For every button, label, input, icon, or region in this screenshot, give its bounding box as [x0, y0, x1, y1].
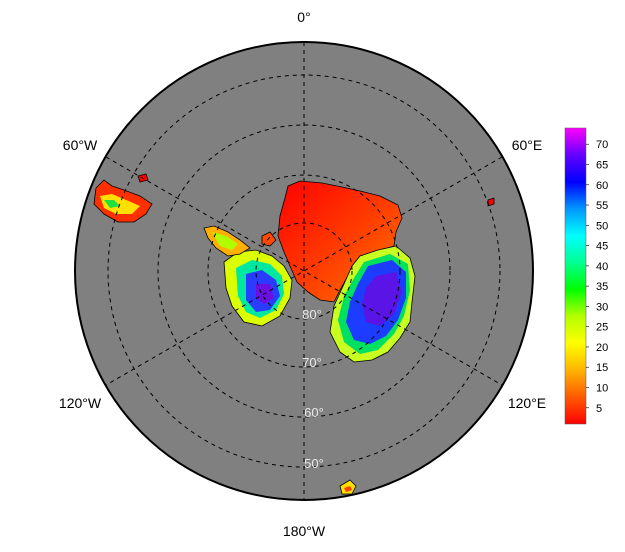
- colorbar-tick-label: 30: [596, 301, 608, 313]
- island-bottom-inner: [344, 486, 352, 492]
- latitude-label-50: 50°: [304, 456, 324, 471]
- colorbar-tick-label: 35: [596, 281, 608, 293]
- colorbar-tick-label: 25: [596, 322, 608, 334]
- latitude-circle-70: [207, 174, 401, 368]
- latitude-label-60: 60°: [304, 405, 324, 420]
- antarctic-peninsula-inner: [212, 232, 238, 250]
- latitude-circle-60: [157, 124, 451, 418]
- colorbar-gradient: [564, 127, 587, 425]
- latitude-labels: 80° 70° 60° 50°: [302, 307, 324, 471]
- map-disc-border: [74, 41, 534, 501]
- longitude-labels: 0° 60°W 60°E 120°W 120°E 180°W: [59, 9, 546, 539]
- latitude-circle-80: [255, 222, 353, 320]
- colorbar-tick-label: 70: [596, 139, 608, 151]
- longitude-label-180w: 180°W: [283, 523, 326, 539]
- east-antarctica-core: [362, 272, 402, 326]
- longitude-label-60w: 60°W: [63, 137, 98, 153]
- colorbar-tick-label: 65: [596, 159, 608, 171]
- colorbar-tick-label: 55: [596, 200, 608, 212]
- colorbar-tick-label: 15: [596, 362, 608, 374]
- longitude-label-120e: 120°E: [508, 395, 546, 411]
- south-america-tip-green: [104, 200, 120, 208]
- longitude-label-0: 0°: [297, 9, 310, 25]
- antarctica-data-field: [93, 173, 495, 495]
- colorbar-tick-label: 5: [596, 403, 602, 415]
- colorbar-tick-label: 60: [596, 180, 608, 192]
- colorbar-ticks: 5 10 15 20 25 30 35 40 45 50 55 60 65 70: [586, 139, 608, 415]
- island-north-peninsula: [261, 231, 277, 247]
- colorbar-tick-label: 20: [596, 342, 608, 354]
- colorbar-tick-label: 40: [596, 261, 608, 273]
- longitude-label-60e: 60°E: [512, 137, 543, 153]
- colorbar: 5 10 15 20 25 30 35 40 45 50 55 60 65 70: [564, 127, 608, 425]
- longitude-label-120w: 120°W: [59, 395, 102, 411]
- colorbar-tick-label: 50: [596, 220, 608, 232]
- colorbar-tick-label: 45: [596, 241, 608, 253]
- graticule: [105, 42, 503, 500]
- colorbar-tick-label: 10: [596, 383, 608, 395]
- latitude-label-70: 70°: [302, 355, 322, 370]
- latitude-label-80: 80°: [302, 307, 322, 322]
